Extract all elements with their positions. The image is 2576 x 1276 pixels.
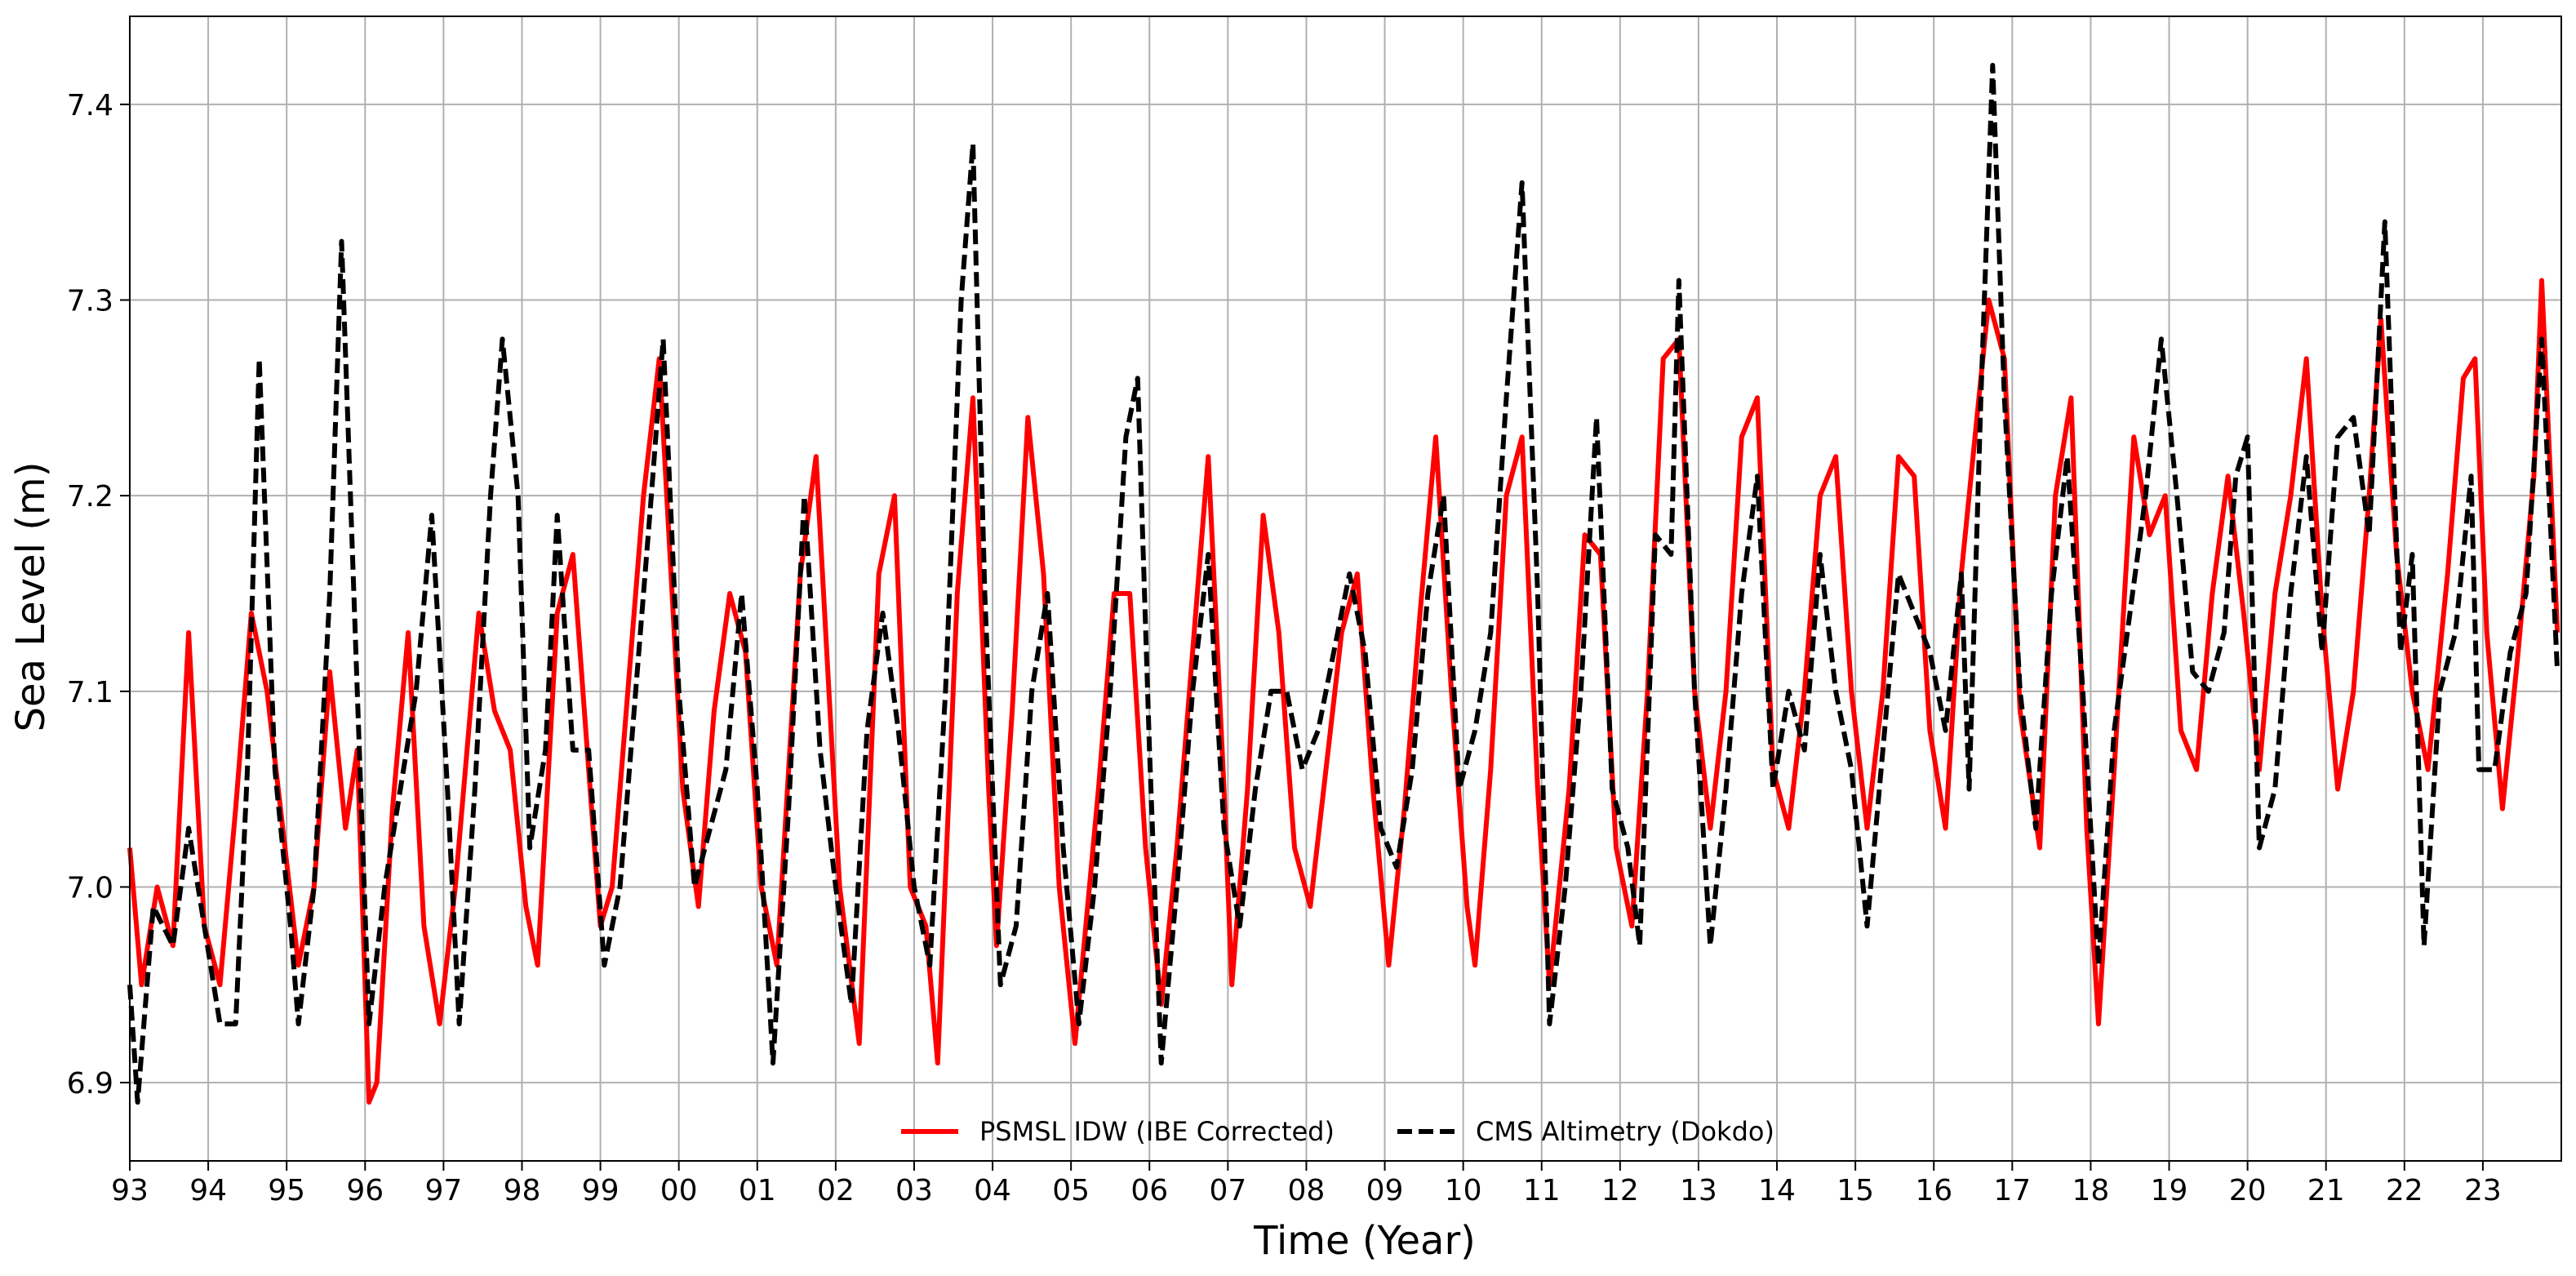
x-tick-label: 93 — [111, 1174, 149, 1207]
x-tick-label: 99 — [582, 1174, 620, 1207]
x-tick-label: 02 — [817, 1174, 855, 1207]
x-tick-label: 97 — [424, 1174, 462, 1207]
x-tick-label: 13 — [1680, 1174, 1717, 1207]
series-line-psmsl — [127, 278, 2560, 1105]
x-tick-label: 03 — [895, 1174, 933, 1207]
x-tick-label: 20 — [2229, 1174, 2267, 1207]
legend-label-cms: CMS Altimetry (Dokdo) — [1476, 1116, 1774, 1147]
x-tick-label: 04 — [974, 1174, 1011, 1207]
x-tick-label: 18 — [2072, 1174, 2110, 1207]
x-tick-label: 95 — [268, 1174, 305, 1207]
x-tick-label: 05 — [1052, 1174, 1090, 1207]
x-tick-label: 12 — [1601, 1174, 1639, 1207]
series-lines — [127, 62, 2560, 1105]
legend-label-psmsl: PSMSL IDW (IBE Corrected) — [979, 1116, 1335, 1147]
y-tick-label: 7.2 — [67, 480, 113, 514]
x-axis-label: Time (Year) — [1253, 1218, 1476, 1264]
y-tick-label: 7.0 — [67, 871, 113, 905]
x-tick-label: 16 — [1915, 1174, 1952, 1207]
x-tick-label: 14 — [1758, 1174, 1796, 1207]
x-tick-label: 98 — [504, 1174, 541, 1207]
series-line-cms — [127, 62, 2560, 1105]
x-tick-label: 07 — [1209, 1174, 1246, 1207]
y-tick-label: 7.3 — [67, 285, 113, 318]
x-tick-label: 00 — [660, 1174, 698, 1207]
legend: PSMSL IDW (IBE Corrected) CMS Altimetry … — [901, 1116, 1774, 1147]
x-tick-label: 10 — [1445, 1174, 1482, 1207]
x-tick-label: 19 — [2151, 1174, 2188, 1207]
x-tick-label: 23 — [2464, 1174, 2502, 1207]
x-tick-label: 06 — [1130, 1174, 1168, 1207]
x-tick-label: 22 — [2386, 1174, 2423, 1207]
x-tick-label: 94 — [189, 1174, 227, 1207]
x-tick-label: 01 — [739, 1174, 776, 1207]
x-tick-label: 17 — [1993, 1174, 2031, 1207]
y-tick-label: 6.9 — [67, 1067, 113, 1100]
x-tick-label: 08 — [1288, 1174, 1326, 1207]
x-tick-label: 15 — [1837, 1174, 1874, 1207]
axis-ticks: 93 94 95 96 97 98 99 00 01 02 03 04 05 06 07 08 09 10 11 12… — [67, 89, 2502, 1207]
x-tick-label: 09 — [1366, 1174, 1404, 1207]
y-tick-label: 7.1 — [67, 676, 113, 709]
y-axis-label: Sea Level (m) — [8, 462, 54, 732]
plot-frame — [129, 16, 2562, 1162]
x-tick-label: 21 — [2307, 1174, 2345, 1207]
x-tick-label: 96 — [346, 1174, 384, 1207]
grid-lines — [129, 16, 2561, 1161]
x-tick-label: 11 — [1523, 1174, 1561, 1207]
y-tick-label: 7.4 — [67, 89, 113, 122]
